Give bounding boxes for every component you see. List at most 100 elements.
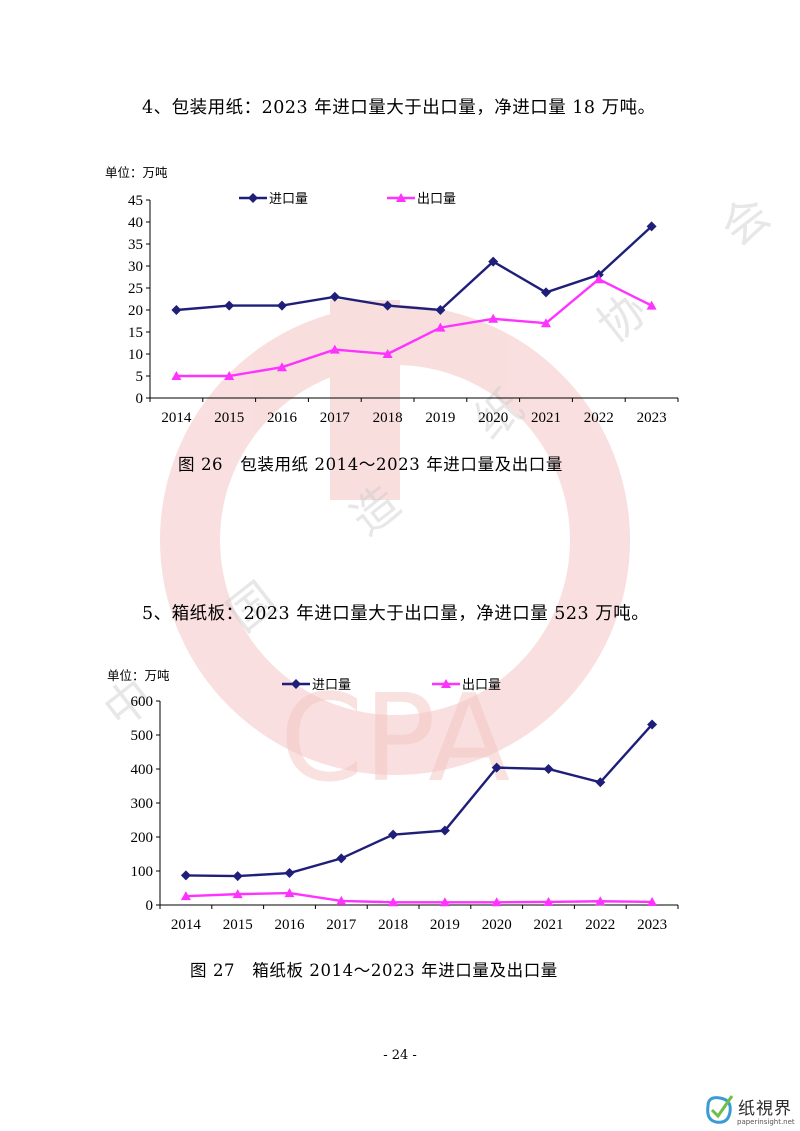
x-tick-label: 2019 (430, 917, 460, 933)
data-point (388, 897, 399, 907)
data-point (541, 287, 551, 298)
series-export (171, 274, 657, 380)
x-tick-label: 2015 (223, 917, 253, 933)
data-point (171, 305, 182, 315)
legend-item-import: 进口量 (239, 192, 308, 207)
data-point (435, 322, 446, 332)
data-point (646, 300, 657, 310)
data-point (439, 897, 450, 907)
series-export (180, 888, 658, 907)
data-point (232, 871, 243, 882)
x-tick-label: 2022 (585, 917, 615, 933)
data-point (224, 300, 235, 311)
legend-marker (441, 679, 451, 688)
y-tick-label: 0 (146, 898, 154, 914)
data-point (284, 868, 295, 879)
page-number: - 24 - (383, 1048, 417, 1063)
x-tick-label: 2016 (267, 410, 298, 426)
data-point (435, 305, 446, 315)
y-tick-label: 0 (136, 391, 144, 407)
series-line (185, 891, 653, 904)
x-tick-label: 2020 (482, 917, 512, 933)
series-line (185, 723, 653, 878)
data-point (336, 853, 347, 864)
data-point (329, 344, 340, 354)
y-tick-label: 500 (131, 728, 154, 744)
data-point (224, 371, 235, 380)
data-point (593, 274, 604, 284)
brand-logo-icon (706, 1095, 734, 1124)
x-tick-label: 2023 (637, 410, 667, 426)
data-point (488, 256, 499, 267)
figure-26-caption: 图 26 包装用纸 2014～2023 年进口量及出口量 (178, 455, 564, 474)
x-tick-label: 2019 (425, 410, 455, 426)
x-tick-label: 2014 (171, 917, 202, 933)
x-tick-label: 2016 (275, 917, 306, 933)
section-heading-packaging-paper: 4、包装用纸：2023 年进口量大于出口量，净进口量 18 万吨。 (142, 98, 656, 118)
legend-item-export: 出口量 (432, 678, 501, 693)
x-tick-label: 2021 (531, 410, 561, 426)
section-heading-containerboard: 5、箱纸板：2023 年进口量大于出口量，净进口量 523 万吨。 (142, 604, 650, 624)
y-tick-label: 40 (128, 215, 143, 231)
data-point (595, 896, 606, 906)
y-tick-label: 200 (131, 830, 154, 846)
y-tick-label: 5 (136, 369, 144, 385)
data-point (543, 764, 554, 774)
y-tick-label: 15 (128, 325, 143, 341)
data-point (388, 829, 399, 840)
data-point (646, 221, 657, 232)
legend-marker (291, 679, 301, 689)
data-point (488, 313, 499, 323)
data-point (277, 300, 287, 311)
x-tick-label: 2017 (326, 917, 357, 933)
series-import (180, 719, 658, 882)
y-tick-label: 600 (131, 694, 154, 710)
y-tick-label: 100 (131, 864, 154, 880)
x-tick-label: 2020 (478, 410, 508, 426)
data-point (382, 349, 393, 358)
data-point (491, 762, 502, 773)
series-line (176, 225, 653, 312)
x-tick-label: 2021 (534, 917, 564, 933)
x-tick-label: 2017 (320, 410, 351, 426)
legend-label: 进口量 (269, 192, 308, 207)
data-point (329, 291, 340, 302)
legend-marker (396, 193, 406, 202)
y-tick-label: 20 (128, 303, 143, 319)
y-tick-label: 300 (131, 796, 154, 812)
data-point (595, 777, 606, 788)
legend-item-export: 出口量 (387, 192, 456, 207)
data-point (491, 897, 502, 907)
x-tick-label: 2018 (378, 917, 408, 933)
legend-label: 出口量 (462, 678, 501, 693)
data-point (180, 891, 191, 901)
series-line (176, 277, 653, 378)
chart-1-unit-label: 单位：万吨 (105, 165, 168, 180)
y-tick-label: 35 (128, 237, 143, 253)
data-point (541, 318, 551, 328)
legend-label: 出口量 (417, 192, 456, 207)
data-point (284, 888, 295, 898)
series-import (171, 221, 657, 315)
brand-url: paperinsight.net (737, 1118, 795, 1126)
y-tick-label: 45 (128, 193, 143, 209)
data-point (336, 895, 347, 905)
y-tick-label: 10 (128, 347, 143, 363)
data-point (277, 362, 287, 372)
x-tick-label: 2015 (214, 410, 244, 426)
legend-item-import: 进口量 (282, 678, 351, 693)
brand-name: 纸視界 (738, 1099, 792, 1119)
data-point (647, 896, 658, 906)
x-tick-label: 2022 (584, 410, 614, 426)
data-point (171, 371, 182, 380)
data-point (543, 896, 554, 906)
y-tick-label: 25 (128, 281, 143, 297)
data-point (232, 889, 243, 899)
data-point (180, 870, 191, 881)
y-tick-label: 400 (131, 762, 154, 778)
x-tick-label: 2018 (373, 410, 403, 426)
data-point (647, 719, 658, 730)
data-point (382, 300, 393, 311)
